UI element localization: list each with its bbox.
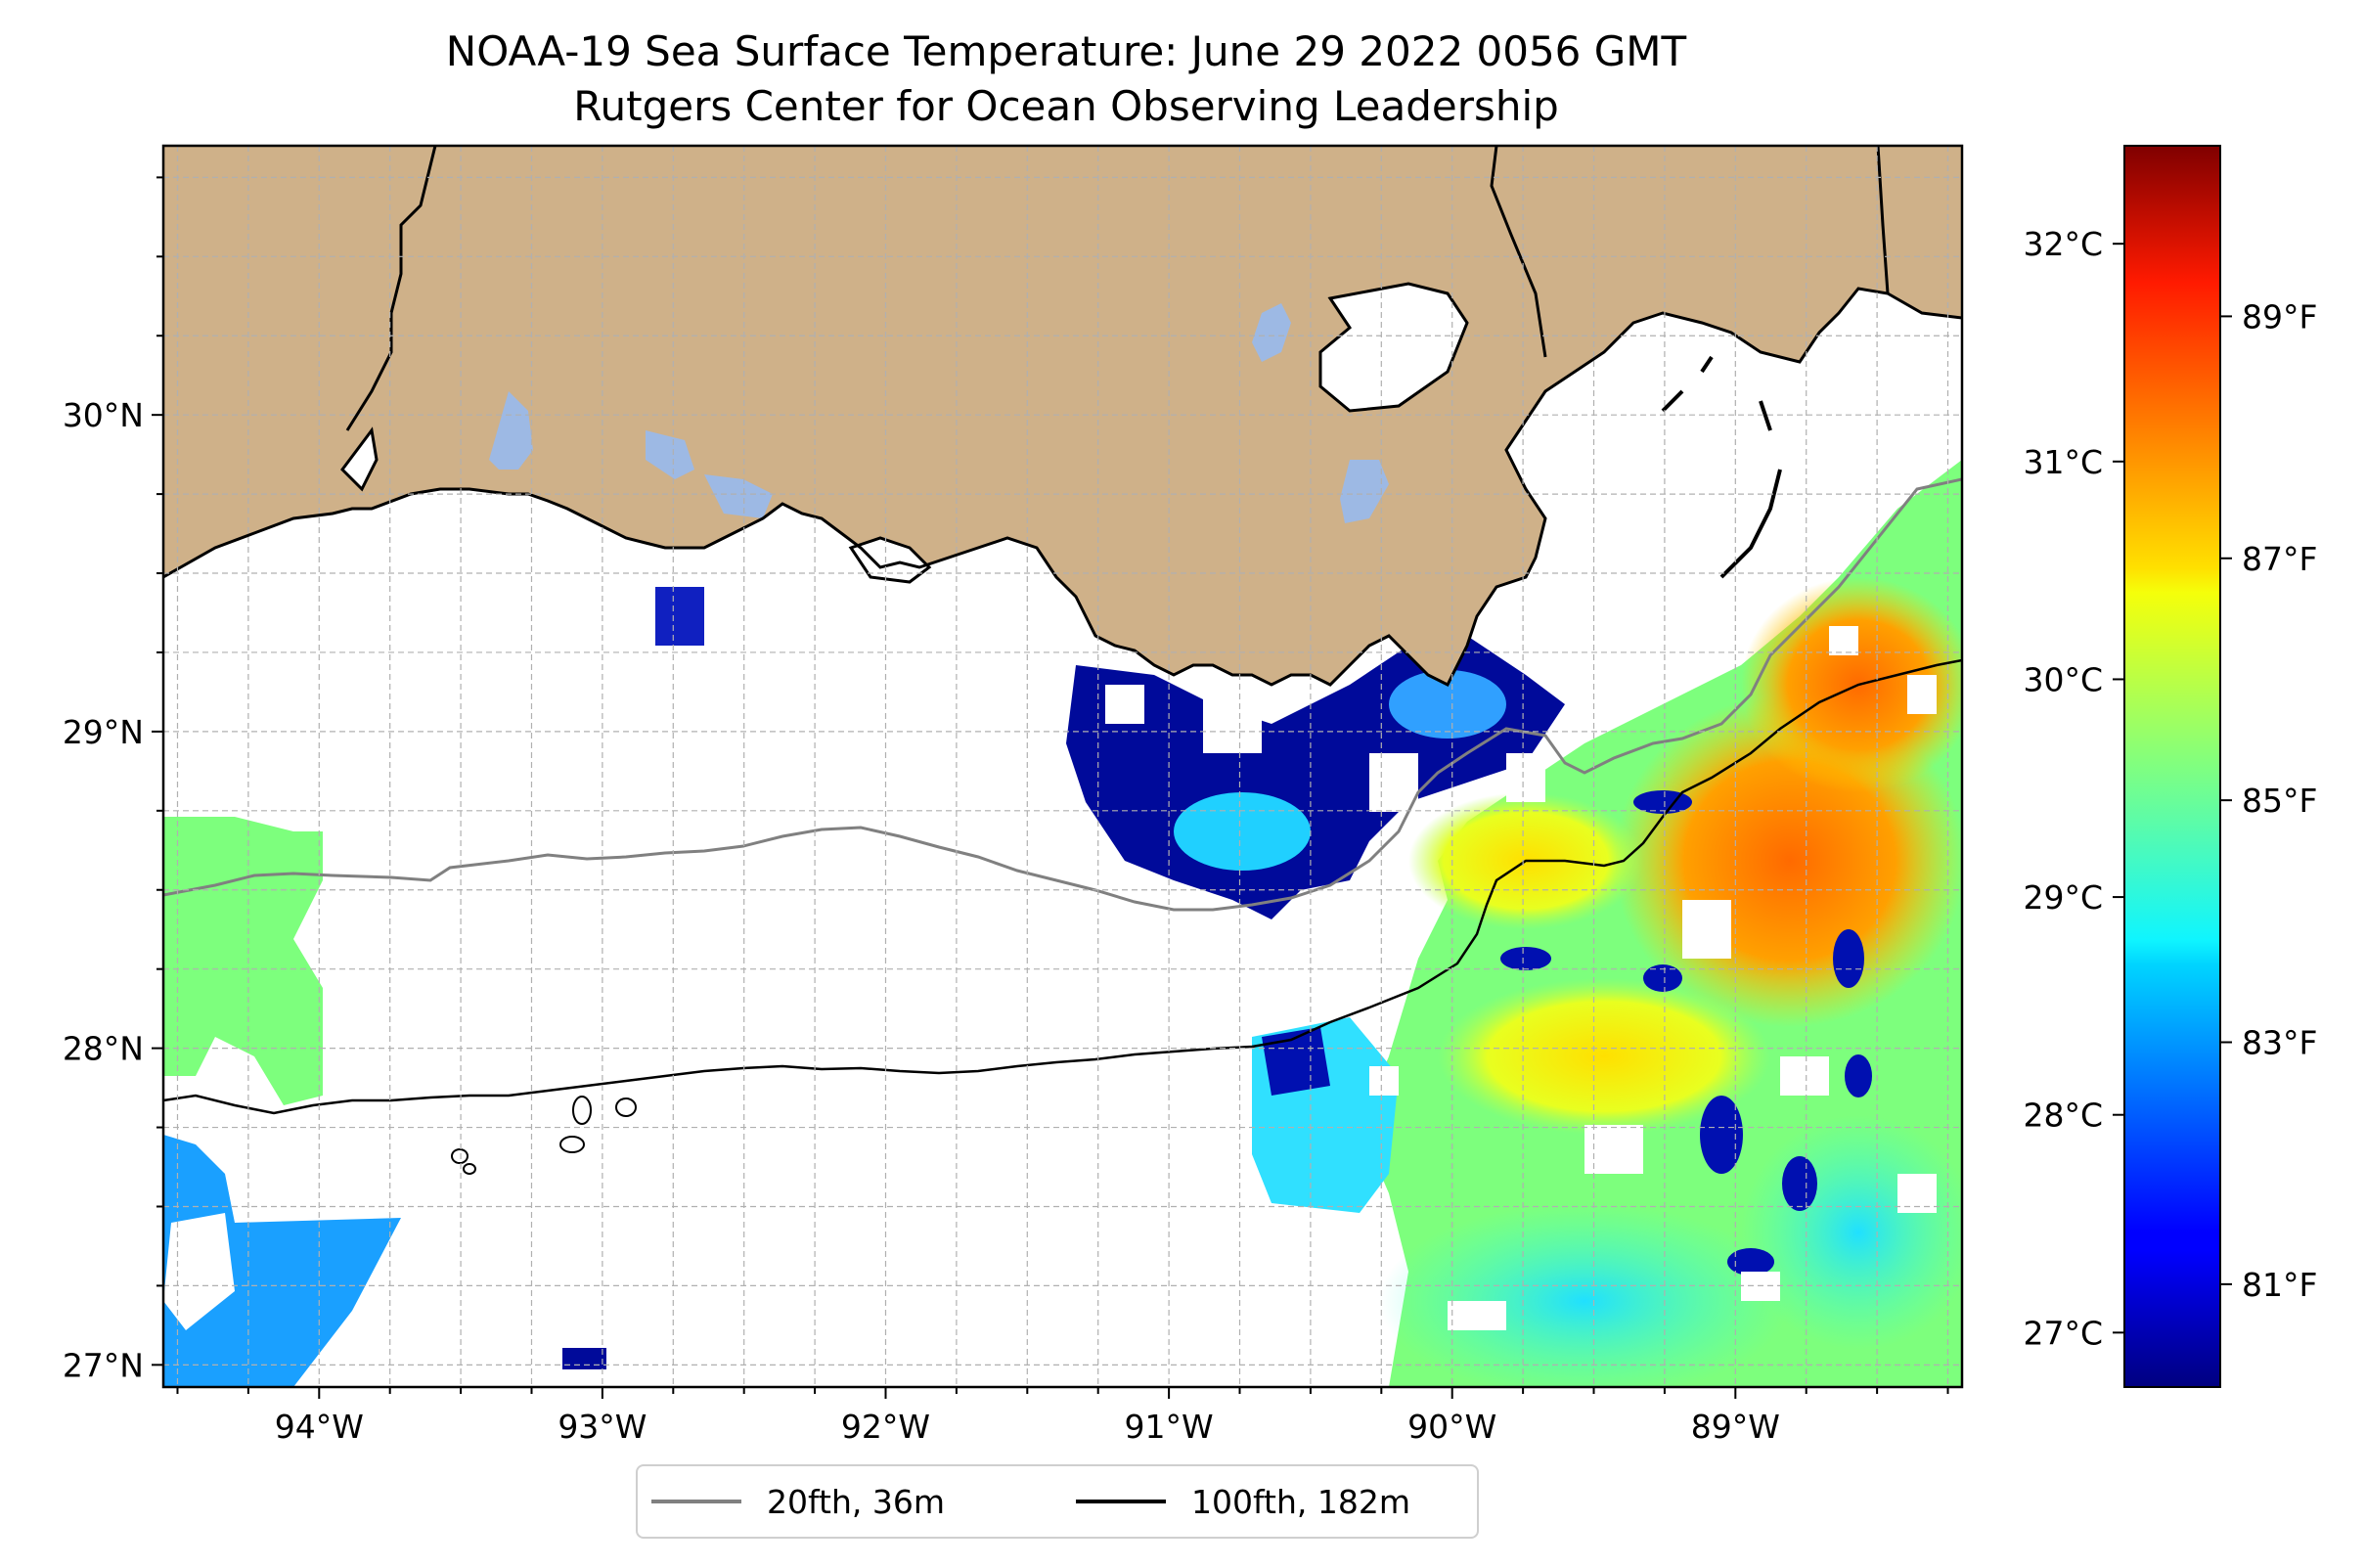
y-tick-label: 29°N: [63, 713, 144, 751]
sst-southwest-patch: [163, 1135, 401, 1387]
sst-cyan-patch-2: [1741, 1115, 1962, 1350]
legend-item-20fth: 20fth, 36m: [651, 1466, 945, 1537]
celsius-tick-label: 29°C: [2023, 878, 2103, 917]
celsius-tick-label: 31°C: [2023, 443, 2103, 481]
gridlines: [163, 146, 1962, 1387]
coastline: [163, 287, 1962, 688]
x-tick-label: 94°W: [275, 1408, 364, 1446]
celsius-tick-label: 30°C: [2023, 660, 2103, 698]
y-tick-label: 27°N: [63, 1346, 144, 1384]
x-tick-label: 91°W: [1125, 1408, 1214, 1446]
chart-title: NOAA-19 Sea Surface Temperature: June 29…: [445, 27, 1687, 75]
contour-20fth: [163, 477, 1962, 912]
legend-item-100fth: 100fth, 182m: [1076, 1466, 1410, 1537]
celsius-tick-label: 32°C: [2023, 225, 2103, 263]
sst-cool-spot-2: [1389, 670, 1506, 739]
legend-label-20fth: 20fth, 36m: [767, 1482, 945, 1521]
state-border-tx-la: [345, 146, 437, 431]
colorbar-gradient: [2123, 145, 2221, 1388]
fahrenheit-tick-label: 81°F: [2242, 1266, 2317, 1304]
colorbar-ticks: 27°C 28°C 29°C 30°C 31°C 32°C 81°F 83°F 85°F 87°F…: [2023, 225, 2317, 1352]
lake-2: [646, 430, 694, 479]
sst-yellow-patch: [1438, 978, 1770, 1135]
fahrenheit-tick-label: 85°F: [2242, 782, 2317, 820]
celsius-tick-label: 27°C: [2023, 1314, 2103, 1352]
legend-swatch-20fth: [651, 1500, 741, 1503]
lake-maurepas: [1252, 303, 1291, 362]
contour-100fth: [163, 658, 1962, 1115]
fahrenheit-tick-label: 87°F: [2242, 540, 2317, 578]
sst-mid-cold: [1262, 1027, 1330, 1096]
sst-gap: [163, 1213, 235, 1330]
chart-subtitle: Rutgers Center for Ocean Observing Leade…: [573, 82, 1559, 130]
lake-pontchartrain: [1318, 282, 1469, 413]
sst-cool-spot: [1174, 792, 1311, 871]
land-layer: [163, 146, 1962, 688]
y-tick-label: 28°N: [63, 1030, 144, 1068]
land: [163, 146, 1962, 685]
legend-swatch-100fth: [1076, 1500, 1166, 1503]
x-tick-label: 93°W: [558, 1408, 647, 1446]
vermilion-bay: [848, 536, 932, 584]
fahrenheit-tick-label: 83°F: [2242, 1024, 2317, 1062]
sst-cyan-patch: [1379, 1203, 1790, 1387]
sst-cold-streaks: [1500, 790, 1872, 1276]
lake-1: [489, 391, 533, 470]
celsius-tick-label: 28°C: [2023, 1097, 2103, 1135]
map-axis-ticks: 94°W 93°W 92°W 91°W 90°W 89°W 27°N 28°N 29°N 30°N: [63, 176, 1949, 1446]
legend: 20fth, 36m 100fth, 182m: [636, 1464, 1479, 1539]
lake-3: [704, 474, 773, 518]
x-tick-label: 92°W: [841, 1408, 930, 1446]
fahrenheit-tick-label: 89°F: [2242, 297, 2317, 336]
map-area: [163, 146, 1962, 1387]
x-tick-label: 89°W: [1691, 1408, 1780, 1446]
map-frame: [161, 144, 1964, 1389]
lake-calcasieu: [340, 426, 379, 492]
y-tick-label: 30°N: [63, 396, 144, 434]
x-tick-label: 90°W: [1407, 1408, 1496, 1446]
colorbar: 27°C 28°C 29°C 30°C 31°C 32°C 81°F 83°F 85°F 87°F…: [2023, 145, 2317, 1388]
sst-small-patch: [655, 587, 704, 646]
contour-100fth-islands: [451, 1096, 637, 1175]
lake-4: [1340, 460, 1389, 523]
sst-small-patch-2: [562, 1348, 606, 1369]
cloud-gaps: [1105, 626, 1937, 1330]
state-border-la-ms: [1490, 146, 1547, 358]
legend-label-100fth: 100fth, 182m: [1191, 1482, 1410, 1521]
state-border-ms-al: [1876, 146, 1890, 294]
chandeleur-islands: [1661, 355, 1782, 579]
